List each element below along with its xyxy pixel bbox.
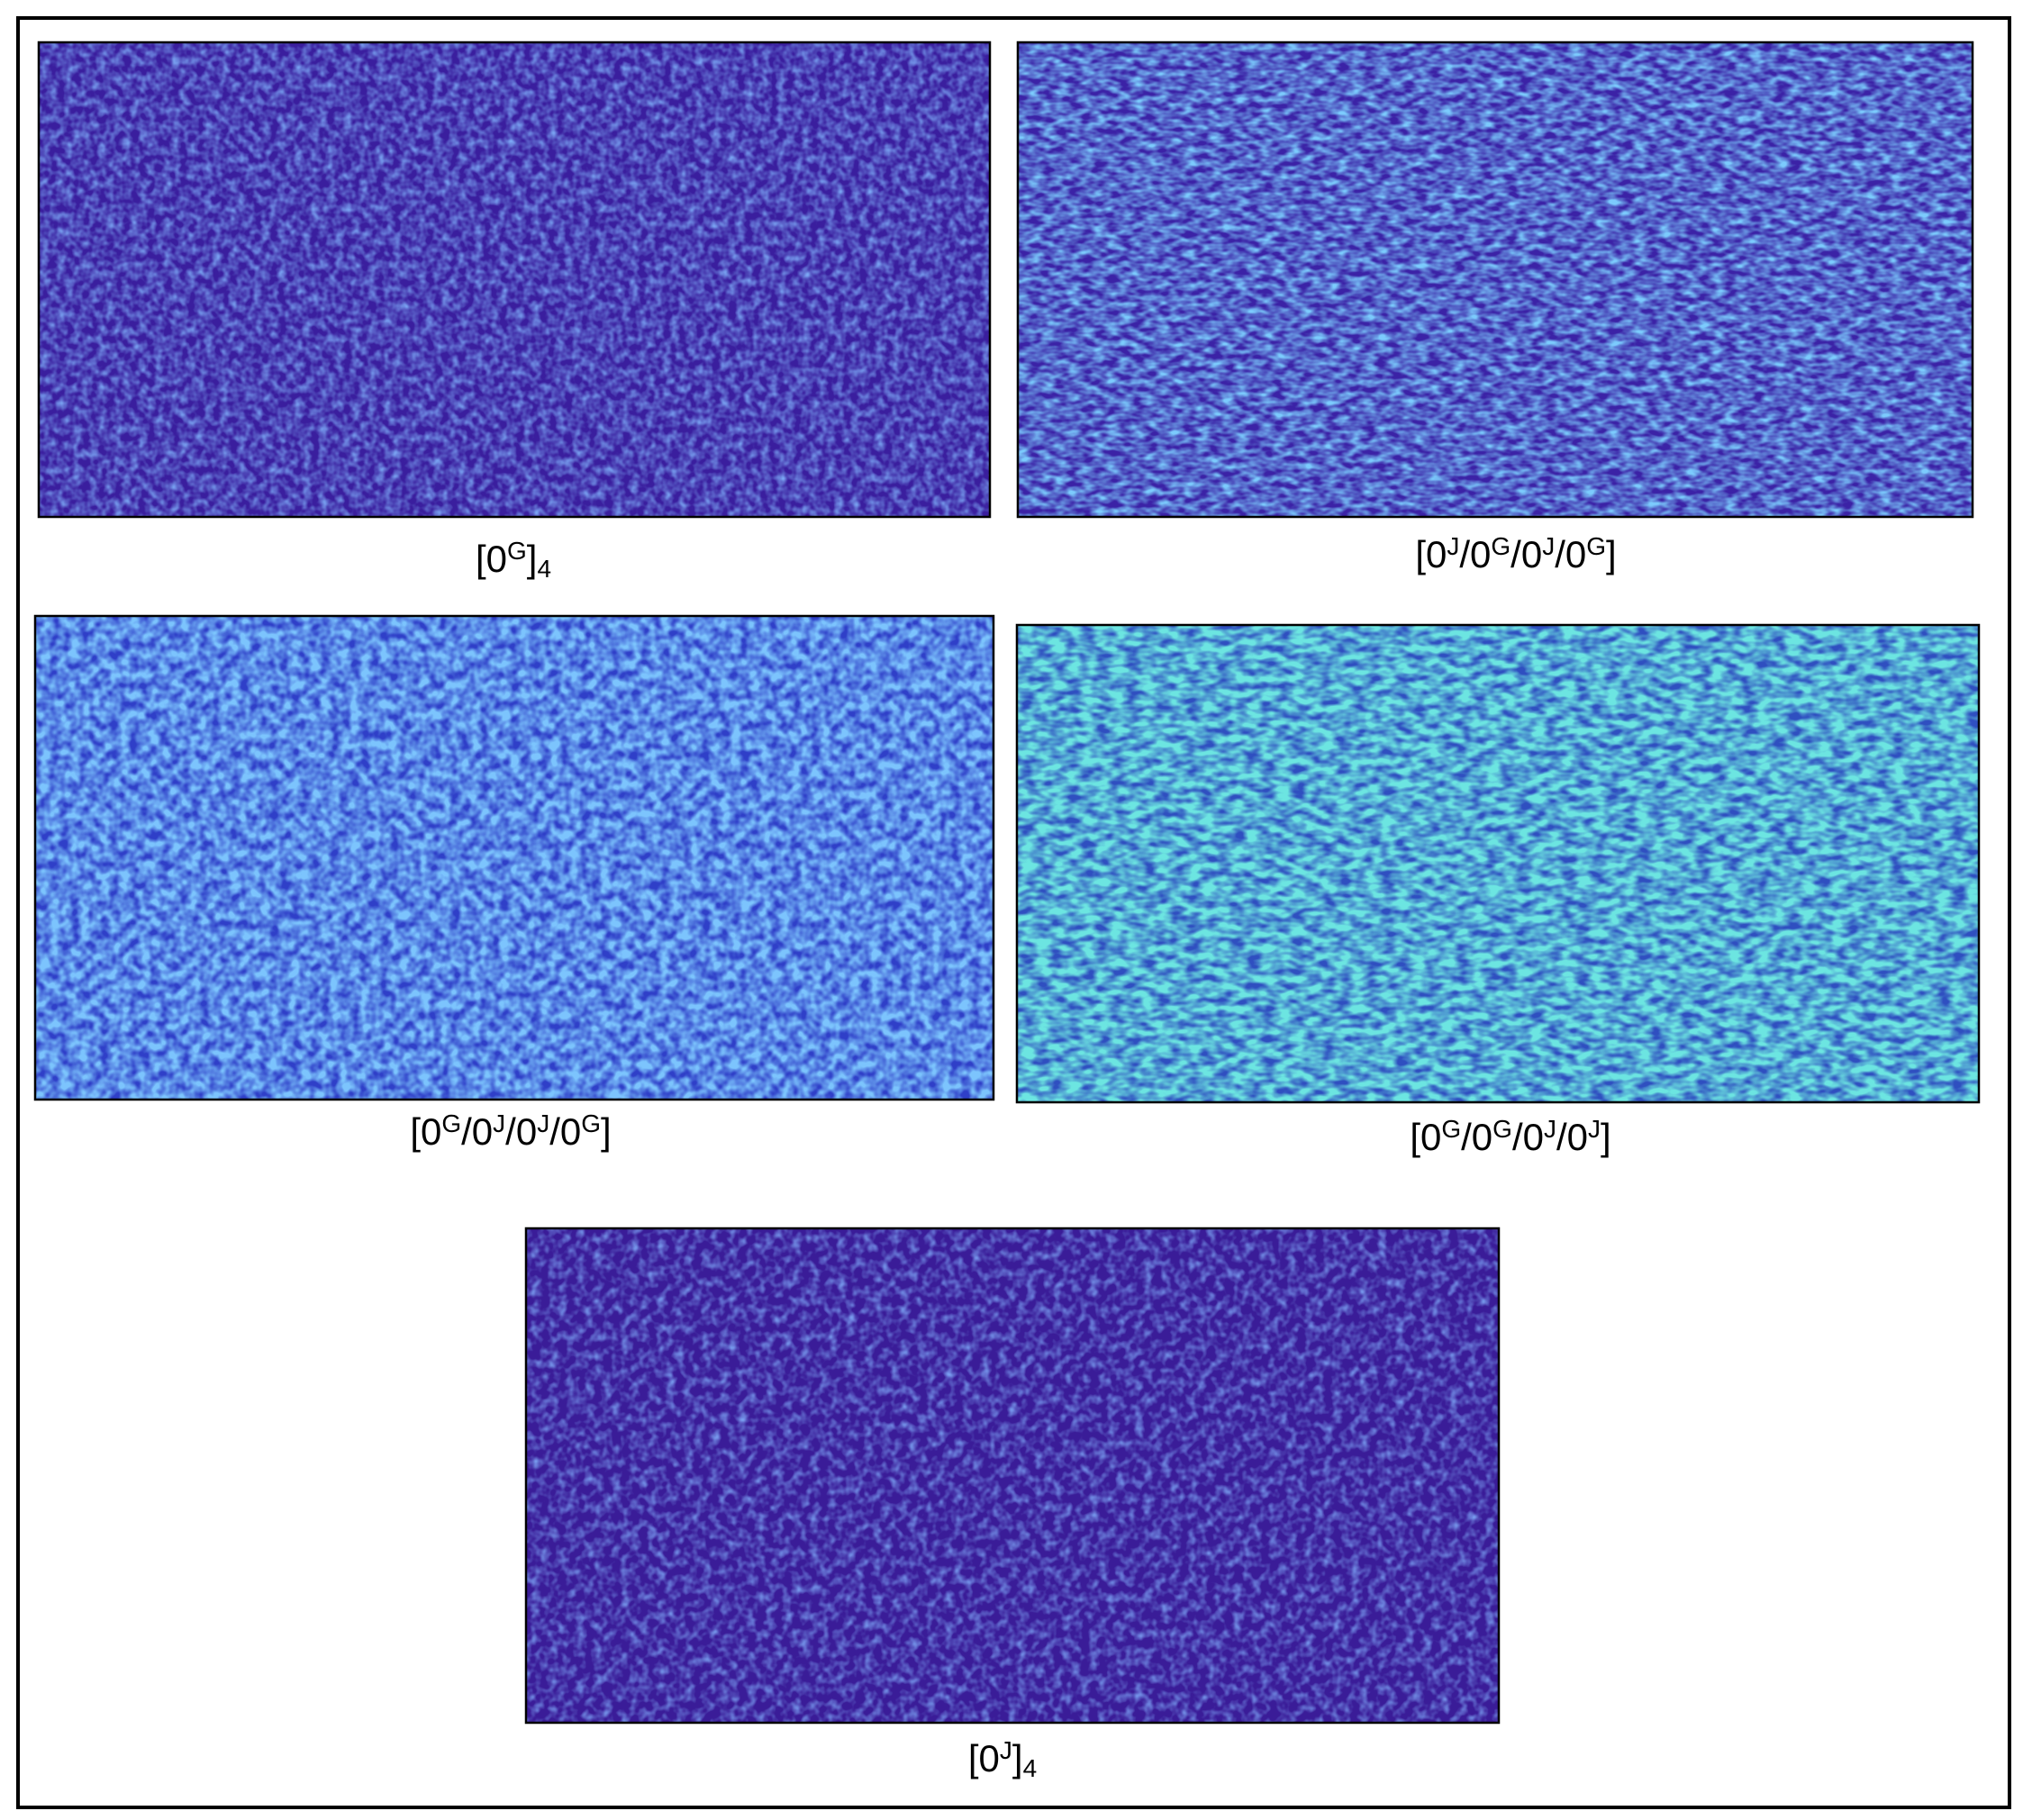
label-part: /0 [1459,533,1492,575]
label-part: /0 [505,1110,538,1153]
label-part: G [1586,532,1607,560]
heatmap-image [33,614,995,1101]
panel-label: [0G/0G/0J/0J] [1410,1116,1610,1159]
label-part: J [493,1109,506,1137]
heatmap-image [35,616,993,1100]
label-part: [0 [475,538,507,580]
label-part: ] [1601,1116,1611,1158]
label-part: J [1447,532,1460,560]
label-part: 4 [1022,1754,1038,1782]
panel-label: [0J/0G/0J/0G] [1415,533,1616,576]
label-part: ] [1606,533,1617,575]
label-part: J [1543,1115,1556,1143]
heatmap-image [1015,623,1981,1104]
heatmap-image [1017,625,1979,1102]
label-part: G [507,537,527,565]
label-part: /0 [1555,533,1587,575]
panel-label: [0J]4 [967,1736,1038,1782]
label-part: /0 [1511,1116,1544,1158]
label-part: /0 [461,1110,494,1153]
label-part: /0 [1556,1116,1589,1158]
label-part: J [1542,532,1556,560]
panel-label: [0G/0J/0J/0G] [410,1110,611,1154]
label-part: G [1441,1115,1462,1143]
label-part: G [1492,1115,1512,1143]
label-part: 4 [537,555,552,583]
label-part: G [1491,532,1511,560]
figure-frame [16,16,2011,1809]
panel-label: [0G]4 [475,537,552,583]
label-part: G [441,1109,462,1137]
heatmap-image [524,1227,1501,1725]
label-part: G [581,1109,602,1137]
heatmap-image [526,1228,1499,1723]
label-part: [0 [410,1110,442,1153]
label-part: [0 [1415,533,1447,575]
label-part: ] [601,1110,612,1153]
label-part: ] [1011,1737,1023,1779]
heatmap-image [39,42,990,517]
label-part: /0 [1510,533,1543,575]
label-part: ] [526,538,538,580]
heatmap-image [37,41,992,519]
label-part: [0 [1410,1116,1442,1158]
label-part: /0 [549,1110,582,1153]
label-part: /0 [1461,1116,1493,1158]
label-part: [0 [967,1737,1000,1779]
label-part: J [999,1736,1012,1764]
label-part: J [537,1109,550,1137]
label-part: J [1588,1115,1601,1143]
heatmap-image [1016,41,1974,519]
heatmap-image [1018,42,1973,517]
